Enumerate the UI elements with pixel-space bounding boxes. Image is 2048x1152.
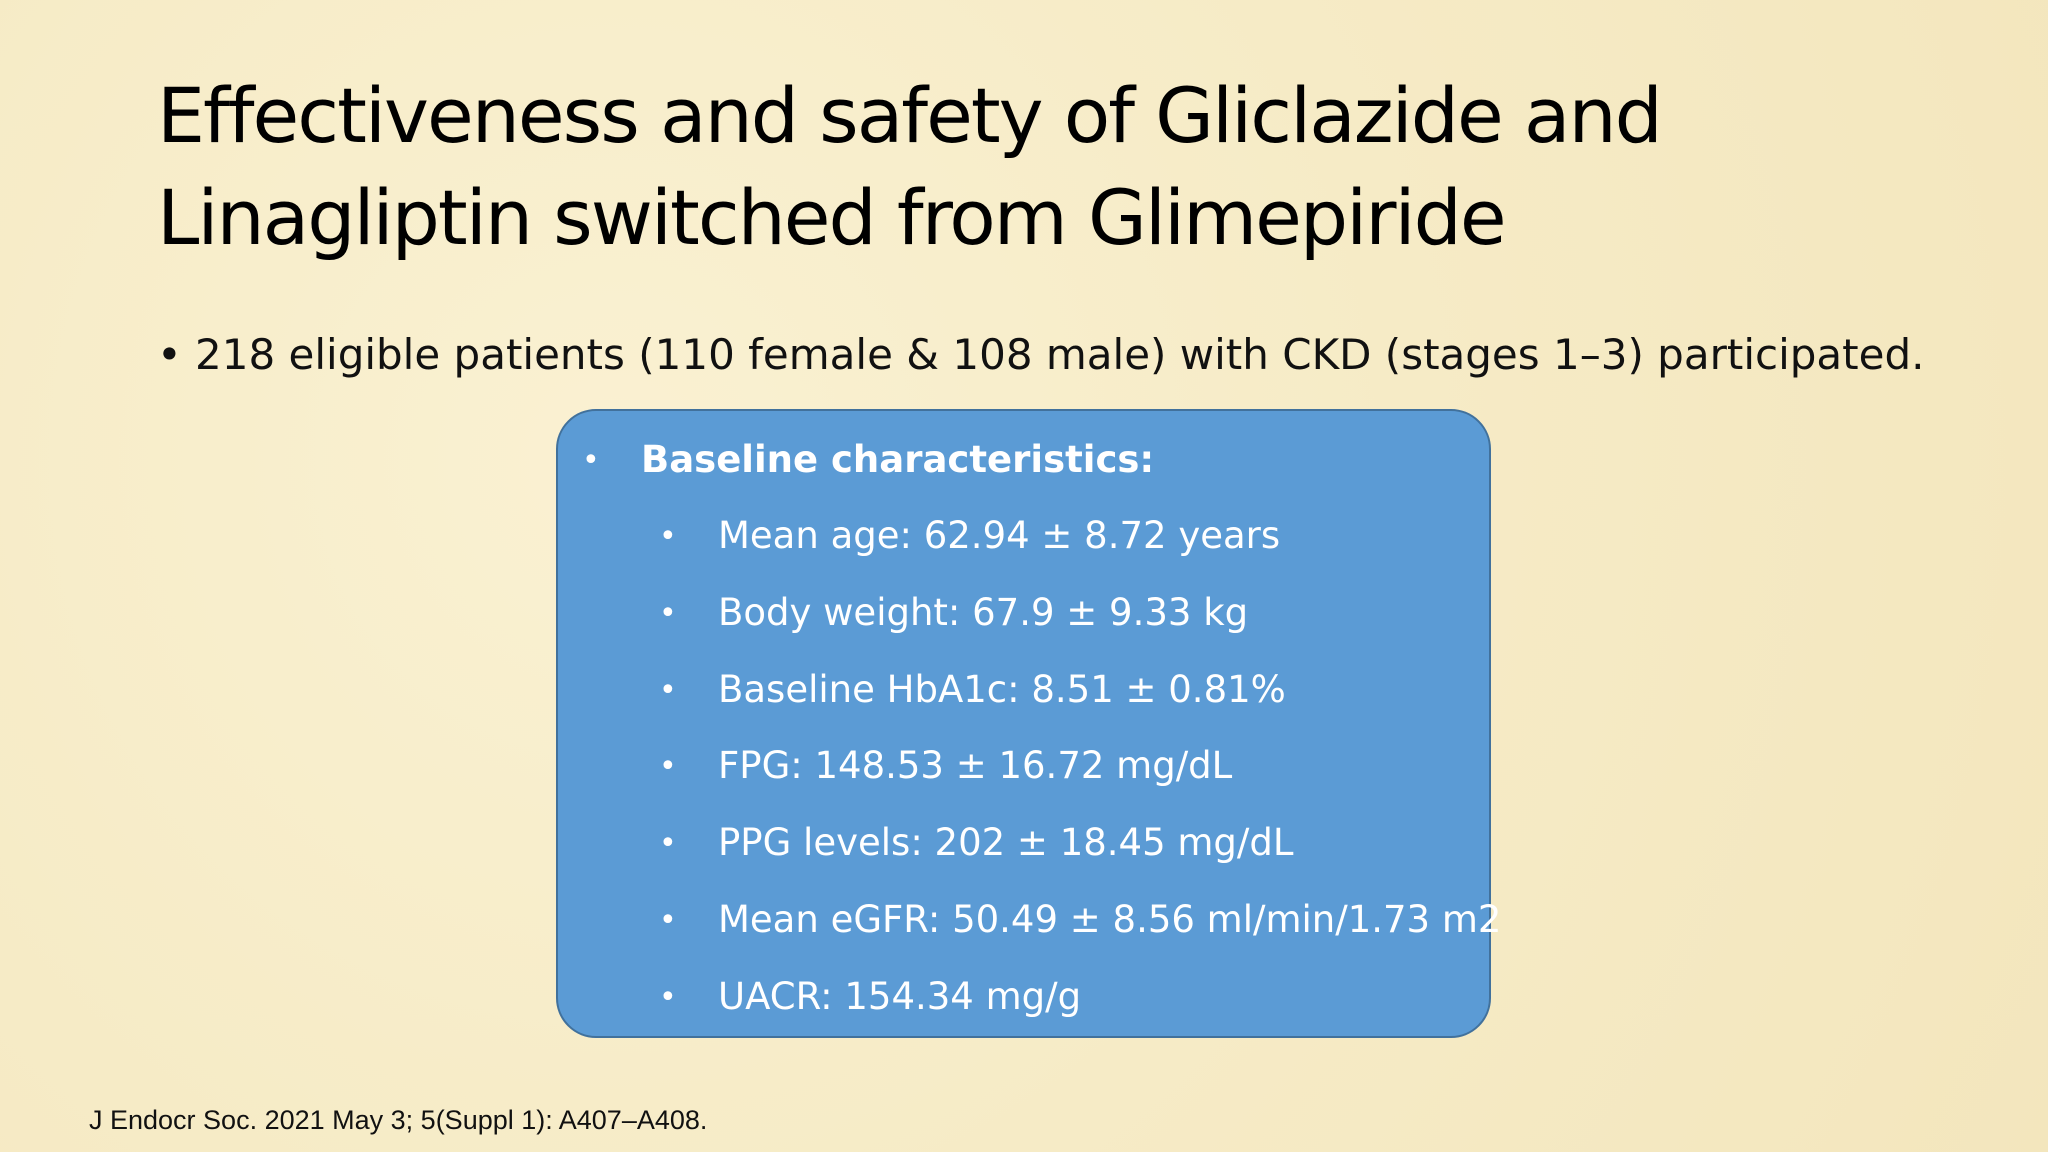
bullet-dot: • [659,749,677,785]
box-item: Body weight: 67.9 ± 9.33 kg [718,590,1249,634]
bullet-dot: • [659,903,677,938]
bullet-dot: • [582,443,600,478]
citation: J Endocr Soc. 2021 May 3; 5(Suppl 1): A4… [89,1105,708,1135]
bullet-dot: • [659,826,677,862]
box-heading: Baseline characteristics: [641,438,1155,481]
bullet-dot: • [157,330,182,379]
bullet-dot: • [659,979,677,1015]
box-item: Baseline HbA1c: 8.51 ± 0.81% [718,667,1286,711]
bullet-dot: • [659,672,677,708]
title-line: Effectiveness and safety of Gliclazide a… [157,71,1663,160]
box-item: PPG levels: 202 ± 18.45 mg/dL [718,821,1294,865]
bullet-dot: • [659,519,677,554]
box-item: Mean eGFR: 50.49 ± 8.56 ml/min/1.73 m2 [718,898,1502,941]
box-item: Mean age: 62.94 ± 8.72 years [718,514,1281,557]
box-item: UACR: 154.34 mg/g [718,974,1082,1018]
bullet-dot: • [659,595,677,631]
box-item: FPG: 148.53 ± 16.72 mg/dL [718,744,1233,788]
bullet-text: 218 eligible patients (110 female & 108 … [195,330,1925,379]
bullet: • 218 eligible patients (110 female & 108… [157,330,1924,379]
title-line: Linagliptin switched from Glimepiride [157,173,1507,262]
info-box [556,409,1491,1038]
